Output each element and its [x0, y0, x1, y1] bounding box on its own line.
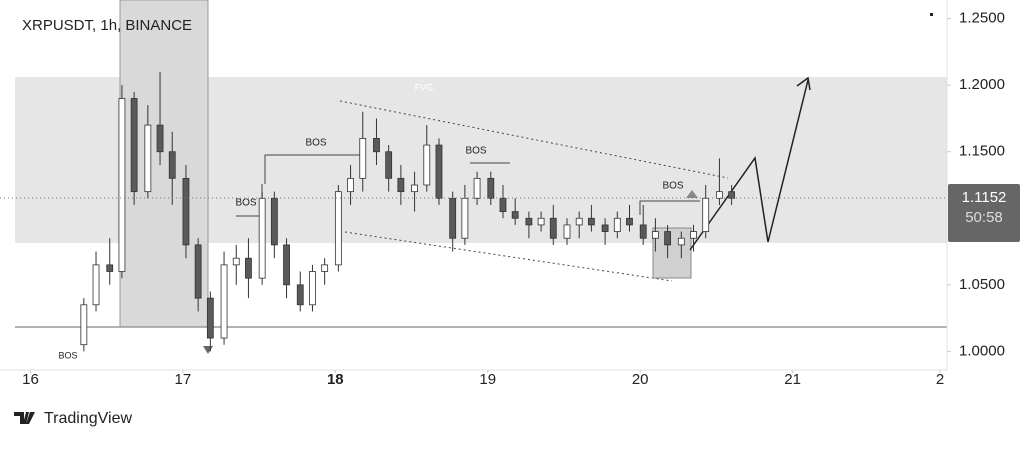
annotation: BOS: [465, 146, 486, 157]
candle-body: [601, 224, 609, 232]
candle-body: [435, 144, 443, 199]
candle-body: [664, 231, 671, 246]
candle-body: [626, 217, 633, 226]
annotation: BOS: [58, 350, 77, 360]
candle-body: [206, 297, 214, 339]
last-price-label: 1.1152: [962, 189, 1007, 206]
candle-body: [716, 191, 723, 199]
candle-body: [499, 197, 507, 213]
candle-body: [487, 177, 495, 199]
x-tick-label: 16: [22, 371, 39, 388]
candle-body: [423, 144, 431, 186]
candle-body: [309, 271, 316, 306]
candle-body: [359, 138, 367, 179]
candle-body: [106, 264, 114, 272]
candle-body: [587, 217, 595, 226]
candle-body: [156, 124, 164, 153]
annotation: FVG: [415, 82, 434, 92]
y-tick-label: 1.2500: [959, 10, 1005, 27]
y-tick-label: 1.2000: [959, 76, 1005, 93]
candle-body: [525, 217, 533, 226]
candle-body: [397, 177, 405, 193]
candle-body: [411, 184, 418, 193]
candle-body: [511, 211, 519, 219]
bos-line: [264, 154, 364, 184]
candle-body: [220, 264, 228, 339]
candle-body: [270, 197, 278, 246]
order-block: [652, 227, 692, 279]
candle-body: [258, 197, 266, 279]
candle-body: [334, 191, 342, 266]
candle-body: [385, 151, 393, 179]
y-tick-label: 1.0500: [959, 276, 1005, 293]
candle-body: [321, 264, 329, 272]
candle-body: [613, 217, 621, 232]
chart-title: XRPUSDT, 1h, BINANCE: [22, 17, 192, 34]
brand-name: TradingView: [44, 410, 132, 427]
dot: [930, 13, 933, 16]
plot: [80, 71, 736, 352]
candle-body: [92, 264, 100, 306]
signal-marker: [686, 190, 698, 198]
candle-body: [677, 237, 685, 246]
x-tick-label: 17: [175, 371, 192, 388]
brand-logo: TradingView: [14, 410, 132, 427]
channel-bottom: [344, 231, 673, 282]
annotation: BOS: [235, 198, 256, 209]
y-tick-label: 1.1500: [959, 143, 1005, 160]
candle-body: [118, 98, 126, 272]
candle-body: [232, 257, 240, 266]
candle-body: [473, 177, 481, 199]
annotation: BOS: [305, 138, 326, 149]
candle-body: [652, 231, 659, 239]
countdown-label: 50:58: [965, 209, 1003, 226]
candle-body: [194, 244, 202, 299]
x-tick-label: 18: [327, 371, 344, 388]
candle-body: [182, 177, 190, 246]
candle-body: [373, 138, 380, 153]
x-tick-label: 2: [936, 371, 944, 388]
candle-body: [130, 98, 138, 193]
y-tick-label: 1.0000: [959, 342, 1005, 359]
logo-mark: [14, 412, 35, 424]
candle-body: [80, 304, 88, 346]
candle-body: [728, 191, 736, 199]
candle-body: [296, 284, 304, 306]
candle-body: [461, 197, 469, 239]
x-tick-label: 20: [632, 371, 649, 388]
projection-arrow: [689, 79, 809, 251]
x-tick-label: 21: [784, 371, 801, 388]
channel-top: [339, 100, 729, 179]
candle-body: [690, 231, 697, 239]
candle-body: [347, 177, 354, 193]
candle-body: [639, 224, 647, 239]
bos-line: [639, 200, 700, 215]
candle-body: [537, 217, 545, 226]
candle-body: [283, 244, 290, 286]
candle-body: [702, 197, 710, 232]
last-price-box: [948, 184, 1020, 243]
candle-body: [245, 257, 252, 279]
candle-body: [144, 124, 152, 193]
arrow-head: [796, 76, 811, 91]
candle-body: [449, 197, 457, 239]
candle-body: [549, 217, 557, 239]
x-tick-label: 19: [479, 371, 496, 388]
candle-body: [563, 224, 571, 239]
candle-body: [575, 217, 583, 226]
candle-body: [168, 151, 176, 179]
annotation: BOS: [662, 181, 683, 192]
